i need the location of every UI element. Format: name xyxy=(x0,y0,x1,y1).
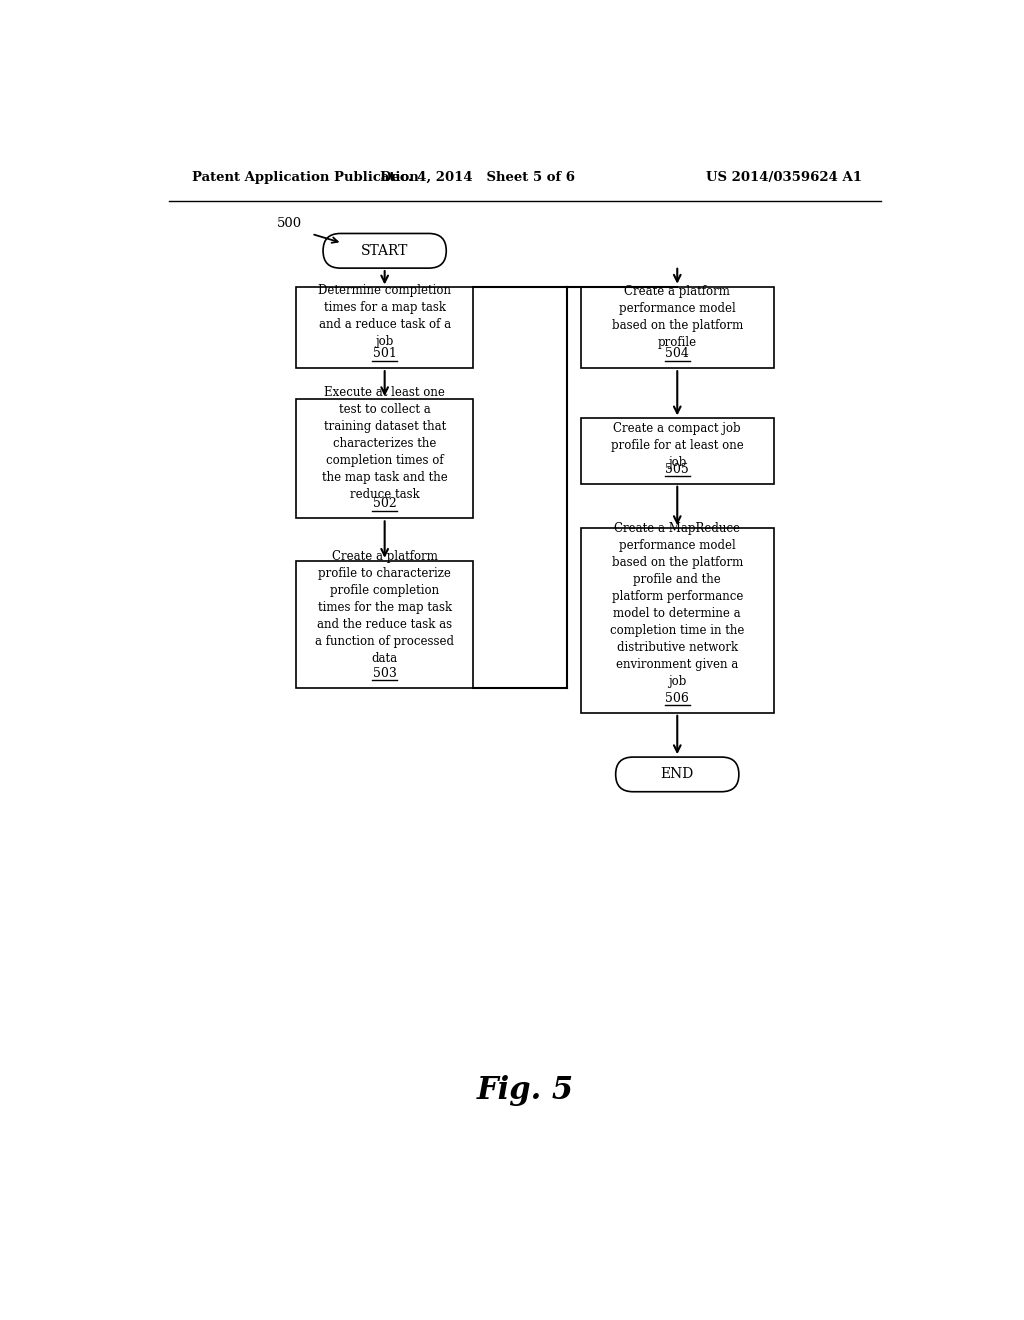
Bar xyxy=(296,399,473,519)
Bar xyxy=(296,288,473,368)
Text: Determine completion
times for a map task
and a reduce task of a
job: Determine completion times for a map tas… xyxy=(318,284,452,348)
Text: START: START xyxy=(361,244,409,257)
Text: 500: 500 xyxy=(276,218,302,231)
Bar xyxy=(581,418,773,483)
Text: 505: 505 xyxy=(666,462,689,475)
Text: 501: 501 xyxy=(373,347,396,360)
Text: 504: 504 xyxy=(666,347,689,360)
Text: Dec. 4, 2014   Sheet 5 of 6: Dec. 4, 2014 Sheet 5 of 6 xyxy=(380,172,574,185)
Text: Create a platform
profile to characterize
profile completion
times for the map t: Create a platform profile to characteriz… xyxy=(315,550,455,665)
Bar xyxy=(296,561,473,688)
Bar xyxy=(581,288,773,368)
FancyBboxPatch shape xyxy=(323,234,446,268)
Text: US 2014/0359624 A1: US 2014/0359624 A1 xyxy=(707,172,862,185)
Text: Patent Application Publication: Patent Application Publication xyxy=(193,172,419,185)
Bar xyxy=(581,528,773,713)
Text: END: END xyxy=(660,767,694,781)
Text: 506: 506 xyxy=(666,692,689,705)
Text: Execute at least one
test to collect a
training dataset that
characterizes the
c: Execute at least one test to collect a t… xyxy=(322,385,447,500)
Text: Fig. 5: Fig. 5 xyxy=(476,1074,573,1106)
Text: Create a platform
performance model
based on the platform
profile: Create a platform performance model base… xyxy=(611,285,742,348)
Text: 503: 503 xyxy=(373,667,396,680)
Text: Create a compact job
profile for at least one
job: Create a compact job profile for at leas… xyxy=(611,422,743,469)
FancyBboxPatch shape xyxy=(615,758,739,792)
Text: Create a MapReduce
performance model
based on the platform
profile and the
platf: Create a MapReduce performance model bas… xyxy=(610,521,744,688)
Text: 502: 502 xyxy=(373,498,396,511)
